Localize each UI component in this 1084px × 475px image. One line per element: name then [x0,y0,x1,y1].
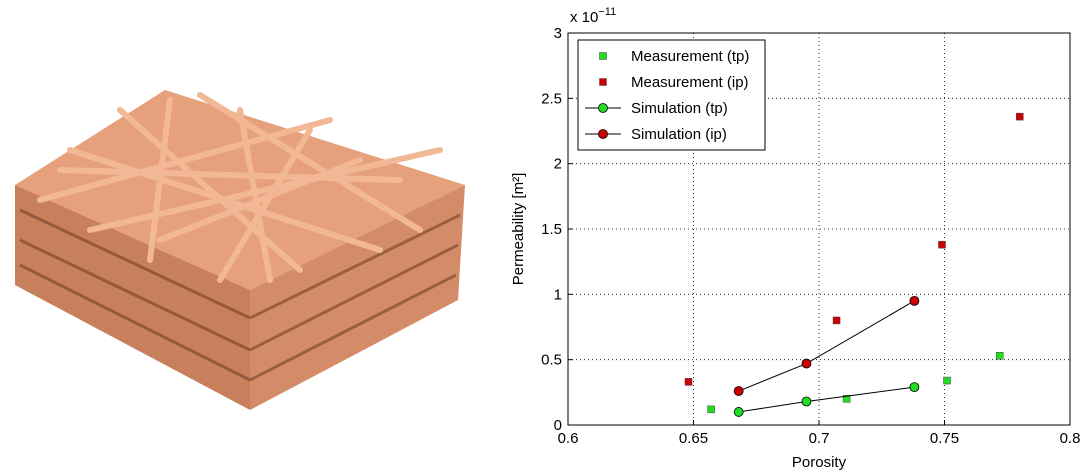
marker [708,406,715,413]
page: 0.60.650.70.750.800.511.522.53Measuremen… [0,0,1084,475]
y-tick-label: 3 [554,25,562,42]
legend-label: Measurement (tp) [631,48,749,65]
x-tick-label: 0.65 [679,430,708,447]
x-tick-label: 0.75 [930,430,959,447]
x-tick-label: 0.8 [1060,430,1081,447]
legend-label: Simulation (tp) [631,100,728,117]
y-tick-label: 0.5 [541,352,562,369]
legend-marker [600,79,607,86]
marker [1016,113,1023,120]
y-tick-label: 0 [554,417,562,434]
marker [910,296,919,305]
y-axis-label: Permeability [m²] [510,173,527,286]
figure: 0.60.650.70.750.800.511.522.53Measuremen… [0,0,1084,475]
marker [734,407,743,416]
legend-marker [599,130,608,139]
y-tick-label: 1.5 [541,221,562,238]
y-tick-label: 1 [554,286,562,303]
marker [802,359,811,368]
y-multiplier-exponent: −11 [598,6,616,18]
fiber-rendering [15,90,465,410]
marker [944,377,951,384]
legend-label: Measurement (ip) [631,74,749,91]
y-tick-label: 2 [554,156,562,173]
x-tick-label: 0.7 [809,430,830,447]
y-tick-label: 2.5 [541,90,562,107]
marker [802,397,811,406]
marker [685,378,692,385]
legend-marker [599,104,608,113]
legend-label: Simulation (ip) [631,126,727,143]
marker [996,352,1003,359]
y-multiplier: x 10−11 [570,6,616,26]
marker [910,383,919,392]
x-axis-label: Porosity [792,454,847,471]
marker [938,241,945,248]
y-multiplier-base: x 10 [570,9,598,26]
marker [734,387,743,396]
legend-marker [600,53,607,60]
marker [833,317,840,324]
